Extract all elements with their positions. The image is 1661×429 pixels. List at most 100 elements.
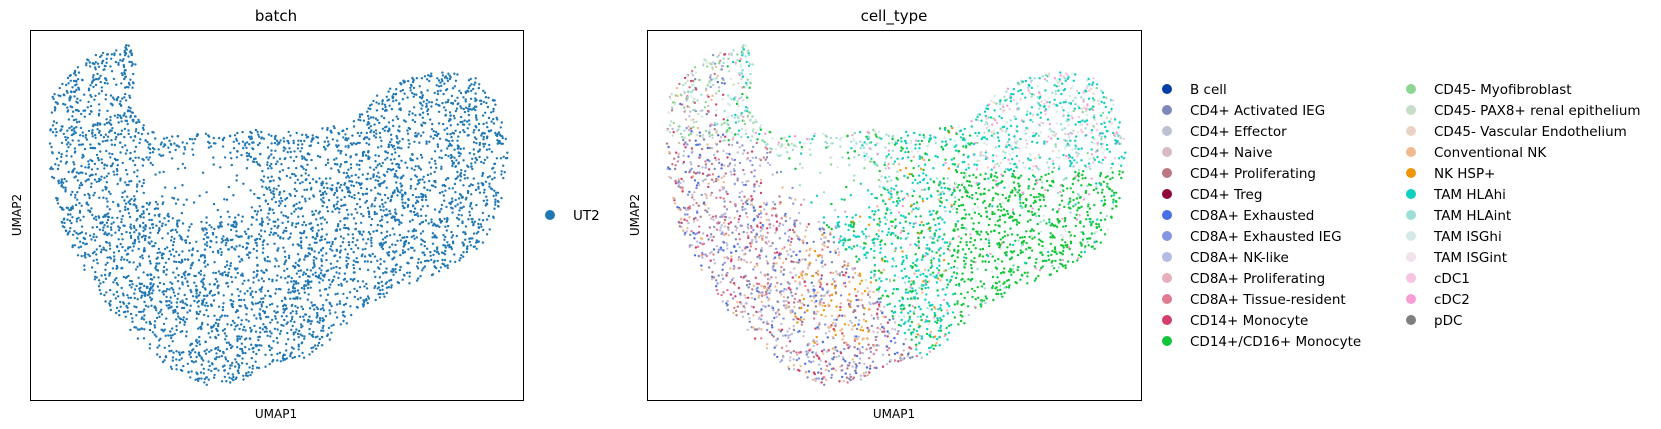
scatter-point — [389, 278, 393, 282]
scatter-point — [355, 289, 359, 293]
scatter-point — [255, 218, 258, 221]
scatter-point — [228, 215, 231, 219]
scatter-point — [90, 168, 94, 171]
scatter-point — [259, 209, 263, 212]
scatter-point — [475, 118, 478, 121]
scatter-point — [357, 176, 360, 179]
scatter-point — [64, 190, 67, 193]
scatter-point — [216, 280, 219, 283]
scatter-point — [360, 186, 363, 190]
scatter-point — [459, 172, 463, 175]
scatter-point — [450, 206, 453, 209]
scatter-point — [130, 53, 133, 57]
scatter-point — [81, 143, 85, 146]
scatter-point — [1027, 187, 1030, 190]
scatter-point — [407, 241, 410, 245]
scatter-point — [131, 317, 134, 320]
scatter-point — [466, 164, 469, 167]
scatter-point — [348, 191, 352, 194]
scatter-point — [981, 247, 985, 251]
scatter-point — [1045, 101, 1049, 104]
scatter-point — [766, 151, 769, 155]
scatter-point — [376, 192, 380, 195]
scatter-point — [321, 180, 324, 183]
scatter-point — [451, 200, 454, 203]
scatter-point — [473, 83, 476, 86]
scatter-point — [227, 185, 231, 189]
scatter-point — [409, 210, 412, 213]
scatter-point — [358, 159, 361, 162]
scatter-point — [384, 126, 387, 129]
scatter-point — [769, 289, 772, 292]
scatter-point — [869, 276, 873, 279]
scatter-point — [398, 191, 402, 194]
scatter-point — [399, 239, 402, 242]
scatter-point — [142, 205, 145, 208]
scatter-point — [270, 318, 274, 322]
scatter-point — [232, 225, 235, 228]
scatter-point — [169, 229, 173, 232]
scatter-point — [148, 260, 152, 263]
scatter-point — [320, 260, 323, 263]
scatter-point — [355, 153, 358, 156]
scatter-point — [460, 169, 463, 172]
scatter-point — [66, 129, 69, 132]
scatter-point — [350, 143, 354, 146]
scatter-point — [485, 233, 489, 236]
scatter-point — [235, 139, 239, 142]
scatter-point — [316, 335, 319, 338]
scatter-point — [853, 156, 856, 159]
scatter-point — [459, 201, 462, 204]
scatter-point — [485, 148, 489, 151]
scatter-point — [104, 263, 108, 266]
scatter-point — [202, 313, 206, 317]
scatter-point — [318, 281, 321, 284]
scatter-point — [421, 94, 424, 97]
scatter-point — [207, 360, 210, 363]
scatter-point — [430, 218, 433, 221]
scatter-point — [245, 247, 248, 250]
scatter-point — [162, 290, 166, 293]
scatter-point — [484, 111, 487, 115]
scatter-point — [456, 170, 459, 174]
scatter-point — [292, 159, 296, 163]
scatter-point — [286, 321, 289, 324]
scatter-point — [477, 230, 480, 234]
scatter-point — [75, 100, 78, 104]
scatter-point — [371, 203, 374, 206]
scatter-point — [297, 244, 301, 247]
scatter-point — [258, 326, 262, 330]
scatter-point — [111, 127, 114, 130]
scatter-point — [347, 241, 351, 244]
scatter-point — [125, 119, 129, 123]
scatter-point — [175, 305, 179, 309]
scatter-point — [364, 247, 367, 251]
scatter-point — [155, 262, 158, 265]
scatter-point — [220, 251, 223, 254]
scatter-point — [203, 254, 206, 257]
scatter-point — [254, 330, 258, 333]
scatter-point — [222, 239, 225, 242]
scatter-point — [114, 138, 117, 141]
scatter-point — [474, 161, 477, 164]
scatter-point — [144, 228, 147, 231]
scatter-point — [501, 142, 504, 145]
scatter-point — [87, 59, 90, 62]
scatter-point — [477, 182, 480, 185]
scatter-point — [356, 280, 360, 283]
scatter-point — [780, 359, 783, 362]
scatter-point — [256, 143, 260, 147]
scatter-point — [185, 317, 188, 321]
scatter-point — [420, 124, 424, 127]
scatter-point — [1076, 259, 1079, 262]
scatter-point — [114, 231, 117, 234]
scatter-point — [336, 206, 339, 210]
scatter-point — [110, 70, 114, 73]
scatter-point — [163, 359, 166, 362]
scatter-point — [1019, 88, 1022, 92]
scatter-point — [409, 184, 413, 188]
scatter-point — [254, 302, 258, 305]
scatter-point — [798, 162, 802, 166]
scatter-point — [127, 132, 130, 136]
scatter-point — [167, 257, 170, 261]
